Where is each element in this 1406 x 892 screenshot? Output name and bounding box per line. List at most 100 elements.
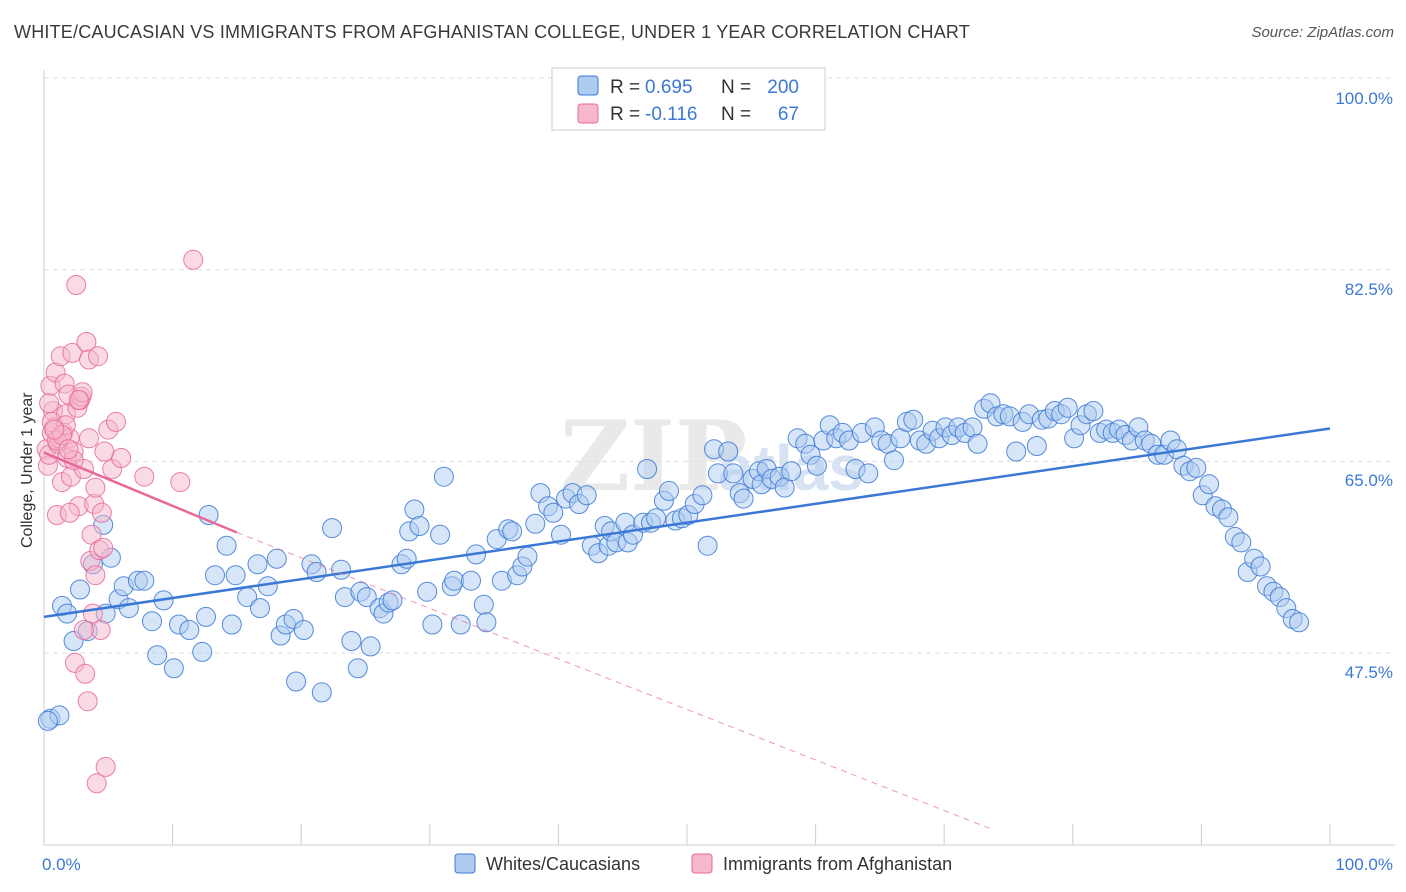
afghan-point-32 <box>77 691 98 712</box>
white-point-53 <box>382 590 403 611</box>
stats-r-label-pink: R = <box>610 104 640 125</box>
white-point-60 <box>422 614 443 635</box>
white-point-167 <box>1083 401 1104 421</box>
afghan-point-38 <box>85 565 106 586</box>
points-layer <box>36 249 1310 794</box>
white-point-100 <box>659 480 679 501</box>
stats-legend: R = 0.695 N = 200 R = -0.116 N = 67 <box>551 67 826 131</box>
white-point-33 <box>266 548 287 569</box>
white-trend-line <box>43 427 1331 619</box>
white-point-37 <box>286 671 307 692</box>
white-point-77 <box>525 513 546 534</box>
gridlines <box>44 77 1395 654</box>
afghan-point-57 <box>59 502 80 523</box>
white-point-22 <box>192 641 213 662</box>
white-point-65 <box>450 614 471 635</box>
white-point-200 <box>37 710 58 731</box>
white-point-155 <box>1006 441 1027 462</box>
afghan-point-40 <box>88 346 108 367</box>
afghan-point-46 <box>95 756 116 777</box>
white-point-41 <box>311 682 332 703</box>
white-point-28 <box>225 565 246 586</box>
stats-r-label-blue: R = <box>610 77 640 98</box>
afghan-point-59 <box>68 390 89 410</box>
white-point-21 <box>179 620 200 640</box>
y-tick-label-65: 65.0% <box>1345 471 1393 490</box>
bottom-legend-swatch-pink <box>691 853 713 874</box>
white-point-49 <box>360 636 381 657</box>
afghan-point-61 <box>79 428 99 449</box>
white-point-98 <box>646 508 667 529</box>
chart-title: WHITE/CAUCASIAN VS IMMIGRANTS FROM AFGHA… <box>14 22 970 42</box>
afghan-point-52 <box>170 472 191 493</box>
white-point-110 <box>723 463 744 484</box>
white-point-17 <box>147 645 168 666</box>
white-point-13 <box>118 598 139 619</box>
afghan-point-30 <box>75 663 96 684</box>
white-point-193 <box>1250 556 1271 577</box>
y-tick-label-47-5: 47.5% <box>1345 663 1393 682</box>
afghan-point-49 <box>106 411 126 432</box>
white-point-188 <box>1218 507 1239 528</box>
afghan-point-39 <box>86 773 107 794</box>
white-point-5 <box>70 579 90 600</box>
white-point-46 <box>347 658 368 679</box>
white-point-64 <box>444 570 465 591</box>
white-point-112 <box>733 488 754 509</box>
white-point-163 <box>1057 397 1078 418</box>
white-point-38 <box>293 620 314 640</box>
afghan-point-42 <box>90 620 111 640</box>
afghan-point-53 <box>183 249 204 270</box>
white-point-124 <box>806 455 827 476</box>
afghan-point-60 <box>73 620 94 640</box>
white-point-139 <box>903 409 924 430</box>
white-point-31 <box>250 598 270 619</box>
white-point-45 <box>341 631 362 651</box>
afghan-point-64 <box>44 419 65 440</box>
white-point-68 <box>473 594 494 615</box>
white-point-15 <box>134 570 155 591</box>
white-point-106 <box>697 535 718 556</box>
white-point-109 <box>718 441 739 462</box>
bottom-legend-swatch-blue <box>454 853 476 874</box>
bottom-legend-label-pink: Immigrants from Afghanistan <box>723 854 952 874</box>
stats-legend-swatch-pink <box>577 103 599 124</box>
stats-legend-swatch-blue <box>577 75 599 96</box>
stats-n-label-blue: N = <box>721 77 751 98</box>
white-point-42 <box>322 518 343 539</box>
y-tick-label-82-5: 82.5% <box>1345 280 1393 299</box>
white-point-25 <box>205 565 225 586</box>
source-attribution: Source: ZipAtlas.com <box>1251 24 1394 41</box>
afghan-trend-line <box>43 451 238 534</box>
white-point-69 <box>476 612 497 633</box>
white-point-199 <box>1289 612 1310 633</box>
white-point-190 <box>1231 532 1252 553</box>
white-point-136 <box>884 450 904 471</box>
white-point-30 <box>247 554 268 575</box>
afghan-trend-extension <box>236 532 990 829</box>
white-point-158 <box>1026 436 1047 456</box>
white-point-80 <box>543 502 564 523</box>
y-tick-label-100: 100.0% <box>1335 89 1393 108</box>
stats-n-label-pink: N = <box>721 104 751 125</box>
white-point-16 <box>142 611 162 632</box>
white-point-149 <box>967 433 988 454</box>
white-point-26 <box>216 535 237 556</box>
white-point-185 <box>1199 474 1220 495</box>
white-point-58 <box>409 516 430 536</box>
white-point-19 <box>163 658 184 679</box>
white-point-120 <box>781 461 802 482</box>
stats-r-value-pink: -0.116 <box>645 104 697 125</box>
white-point-62 <box>433 466 454 487</box>
white-point-76 <box>517 546 538 567</box>
white-point-105 <box>692 485 713 506</box>
white-point-132 <box>858 463 879 484</box>
x-tick-label-start: 0.0% <box>42 855 81 874</box>
afghan-point-66 <box>39 393 60 414</box>
white-point-85 <box>576 485 597 506</box>
trend-layer <box>43 427 1331 829</box>
white-point-96 <box>637 459 658 479</box>
bottom-legend-label-blue: Whites/Caucasians <box>486 854 640 874</box>
afghan-point-62 <box>85 477 106 498</box>
